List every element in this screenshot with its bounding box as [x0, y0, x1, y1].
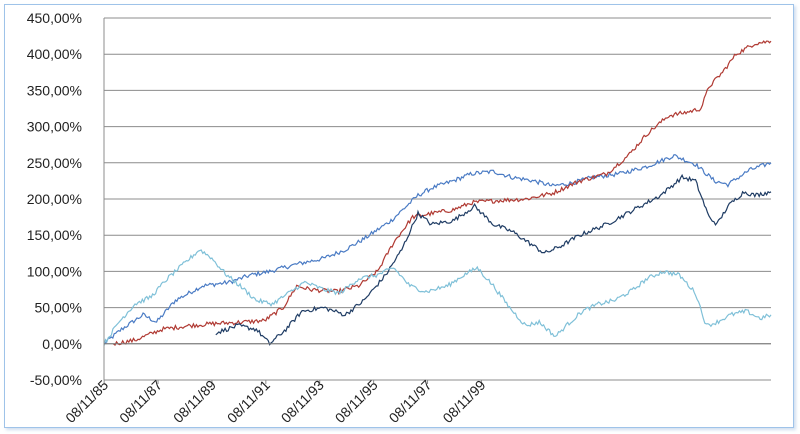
y-tick-label: -50,00% [30, 372, 82, 388]
y-tick-label: 400,00% [27, 46, 82, 62]
y-tick-label: 200,00% [27, 191, 82, 207]
x-tick-label: 08/11/91 [224, 377, 273, 426]
y-tick-label: 450,00% [27, 10, 82, 26]
series-line-4 [103, 249, 772, 346]
x-tick-label: 08/11/95 [332, 377, 381, 426]
y-axis-ticks: -50,00% 0,00% 50,00% 100,00% 150,00% 200,00% 2… [27, 10, 82, 388]
series-line-2 [113, 40, 772, 347]
x-tick-label: 08/11/97 [386, 377, 435, 426]
series-line-1 [103, 154, 772, 345]
y-tick-label: 250,00% [27, 155, 82, 171]
y-tick-label: 350,00% [27, 82, 82, 98]
y-tick-label: 150,00% [27, 227, 82, 243]
y-tick-label: 300,00% [27, 119, 82, 135]
series-group [103, 40, 772, 347]
x-tick-label: 08/11/87 [116, 377, 165, 426]
series-line-3 [215, 173, 772, 346]
x-tick-label: 08/11/89 [170, 377, 219, 426]
y-tick-label: 100,00% [27, 263, 82, 279]
y-tick-label: 0,00% [42, 336, 82, 352]
chart-frame [4, 4, 794, 428]
x-tick-label: 08/11/93 [278, 377, 327, 426]
y-tick-label: 50,00% [35, 300, 82, 316]
axes [103, 18, 771, 380]
x-tick-label: 08/11/99 [439, 377, 488, 426]
